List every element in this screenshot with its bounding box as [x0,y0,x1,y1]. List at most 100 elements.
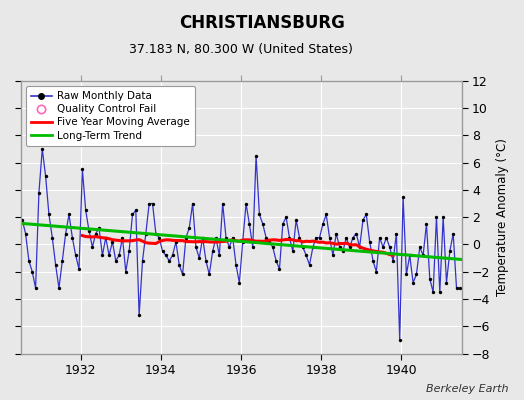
Point [58,258,67,264]
Point [122,268,130,275]
Point [225,244,234,250]
Point [365,238,374,245]
Point [219,200,227,207]
Point [419,252,427,258]
Point [258,221,267,227]
Point [299,244,307,250]
Point [65,211,73,218]
Point [141,230,150,237]
Point [319,221,327,227]
Point [435,289,444,296]
Point [382,234,390,241]
Point [155,234,163,241]
Y-axis label: Temperature Anomaly (°C): Temperature Anomaly (°C) [496,138,509,296]
Point [449,230,457,237]
Point [345,244,354,250]
Legend: Raw Monthly Data, Quality Control Fail, Five Year Moving Average, Long-Term Tren: Raw Monthly Data, Quality Control Fail, … [26,86,195,146]
Point [68,234,77,241]
Point [279,221,287,227]
Point [392,230,400,237]
Point [429,289,438,296]
Point [456,285,464,291]
Point [312,234,320,241]
Point [425,275,434,282]
Point [302,252,310,258]
Point [31,285,40,291]
Point [272,258,280,264]
Point [132,207,140,214]
Point [289,248,297,254]
Point [55,285,63,291]
Point [245,221,254,227]
Point [362,211,370,218]
Point [222,234,230,241]
Point [376,234,384,241]
Point [282,214,290,220]
Point [209,248,217,254]
Point [265,238,274,245]
Point [51,262,60,268]
Point [21,230,30,237]
Point [452,285,461,291]
Point [255,211,264,218]
Point [28,268,37,275]
Point [192,244,200,250]
Point [178,271,187,278]
Point [182,234,190,241]
Point [189,200,197,207]
Point [71,252,80,258]
Point [165,258,173,264]
Point [98,252,106,258]
Point [115,252,123,258]
Point [409,280,417,286]
Point [85,228,93,234]
Point [349,234,357,241]
Point [296,234,304,241]
Point [105,252,113,258]
Point [439,214,447,220]
Point [48,234,57,241]
Point [262,234,270,241]
Point [232,262,240,268]
Point [92,230,100,237]
Point [396,337,404,343]
Point [25,258,33,264]
Point [332,230,341,237]
Point [215,252,224,258]
Point [102,234,110,241]
Point [325,234,334,241]
Point [172,238,180,245]
Point [128,211,137,218]
Point [75,266,83,272]
Point [305,262,314,268]
Point [292,217,300,223]
Point [112,258,120,264]
Point [135,312,144,318]
Point [145,200,154,207]
Point [235,280,244,286]
Point [416,244,424,250]
Point [432,214,441,220]
Point [238,238,247,245]
Point [275,266,283,272]
Point [389,258,397,264]
Title: 37.183 N, 80.300 W (United States): 37.183 N, 80.300 W (United States) [129,43,353,56]
Point [335,244,344,250]
Point [45,211,53,218]
Point [212,234,220,241]
Point [269,244,277,250]
Point [202,258,210,264]
Point [339,248,347,254]
Point [41,173,50,180]
Text: Berkeley Earth: Berkeley Earth [426,384,508,394]
Point [205,271,213,278]
Point [38,146,47,152]
Point [386,244,394,250]
Point [61,230,70,237]
Point [372,268,380,275]
Point [355,244,364,250]
Point [168,252,177,258]
Point [402,271,411,278]
Point [78,166,86,173]
Point [369,258,377,264]
